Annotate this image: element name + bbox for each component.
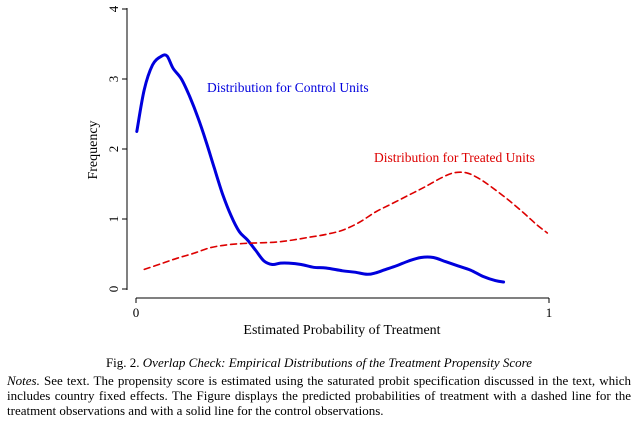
x-axis-label: Estimated Probability of Treatment (243, 323, 440, 338)
y-tick-label: 0 (106, 286, 121, 293)
series-label-control: Distribution for Control Units (207, 80, 369, 95)
caption-title: Overlap Check: Empirical Distributions o… (143, 355, 532, 370)
figure-caption: Fig. 2. Overlap Check: Empirical Distrib… (0, 355, 638, 371)
series-line-treated (144, 172, 547, 269)
caption-prefix: Fig. 2. (106, 355, 140, 370)
figure-notes: Notes. See text. The propensity score is… (7, 373, 631, 418)
y-axis-label: Frequency (86, 120, 101, 179)
y-tick-label: 4 (106, 5, 121, 12)
y-tick-label: 2 (106, 146, 121, 153)
y-axis: 0 1 2 3 4 (106, 5, 127, 292)
notes-text: See text. The propensity score is estima… (7, 373, 631, 418)
x-tick-label: 0 (133, 305, 140, 320)
notes-head: Notes. (7, 373, 40, 388)
y-tick-label: 3 (106, 76, 121, 83)
x-tick-label: 1 (546, 305, 553, 320)
series-label-treated: Distribution for Treated Units (374, 150, 535, 165)
y-tick-label: 1 (106, 216, 121, 223)
